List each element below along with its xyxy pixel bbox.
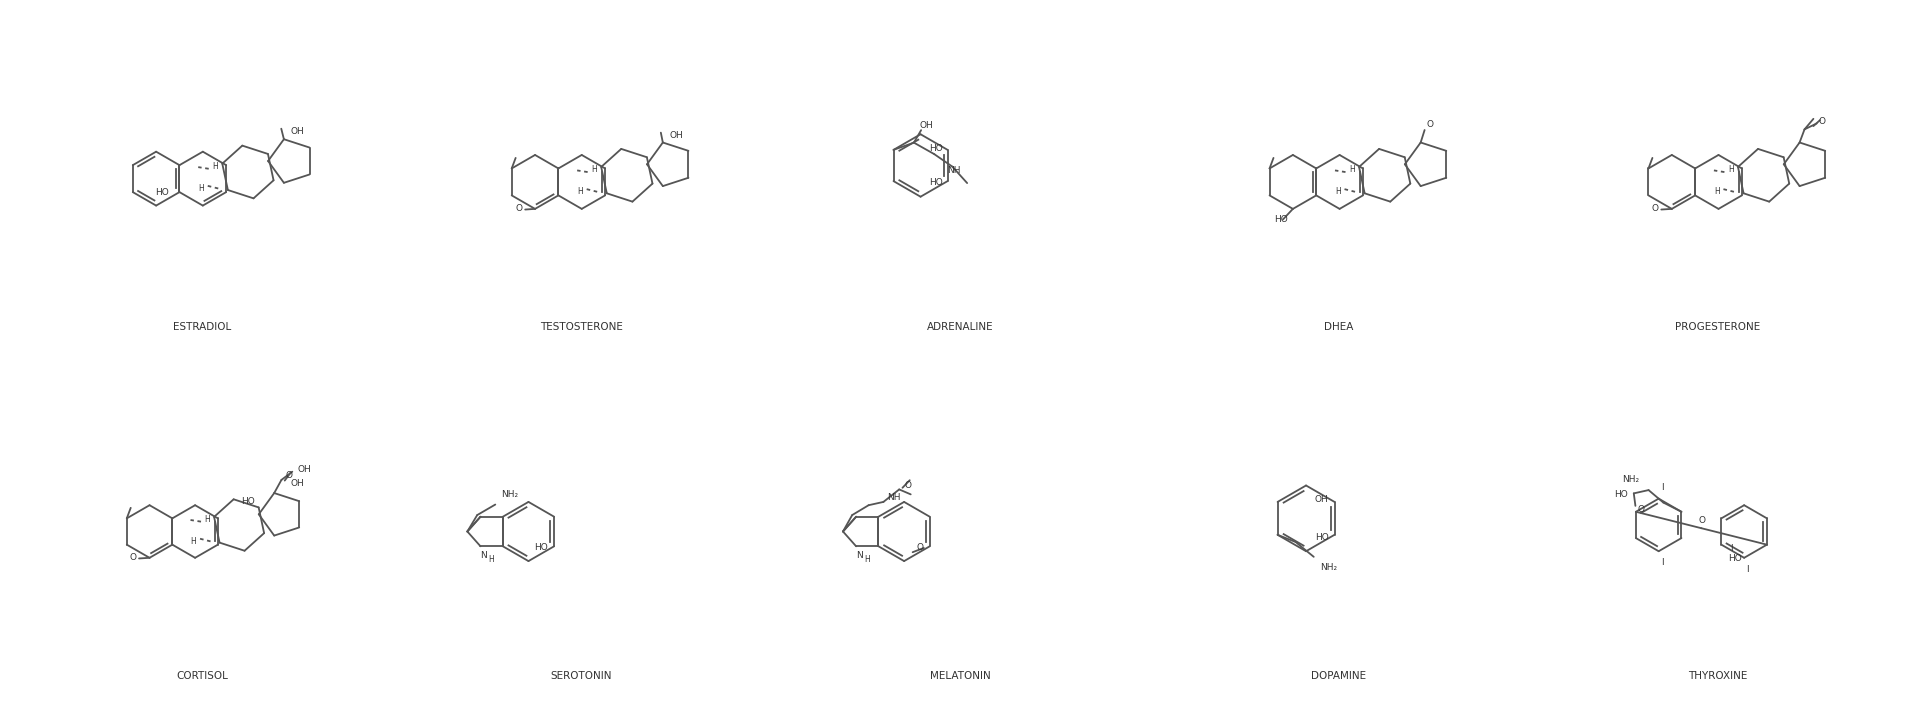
Text: H: H [1715, 187, 1720, 196]
Text: H: H [213, 162, 219, 171]
Text: OH: OH [290, 480, 305, 488]
Text: OH: OH [1315, 495, 1329, 504]
Text: SEROTONIN: SEROTONIN [551, 671, 612, 681]
Text: O: O [1699, 516, 1705, 526]
Text: NH: NH [947, 166, 960, 175]
Text: O: O [1427, 120, 1434, 130]
Text: H: H [198, 184, 204, 193]
Text: H: H [1350, 166, 1356, 174]
Text: O: O [131, 553, 136, 562]
Text: PROGESTERONE: PROGESTERONE [1676, 322, 1761, 331]
Text: CORTISOL: CORTISOL [177, 671, 228, 681]
Text: H: H [1728, 166, 1734, 174]
Text: O: O [1638, 505, 1645, 514]
Text: I: I [1661, 558, 1663, 567]
Text: OH: OH [670, 131, 684, 140]
Text: THYROXINE: THYROXINE [1688, 671, 1747, 681]
Text: ADRENALINE: ADRENALINE [927, 322, 993, 331]
Text: NH₂: NH₂ [501, 490, 518, 498]
Text: O: O [1818, 117, 1826, 126]
Text: DHEA: DHEA [1325, 322, 1354, 331]
Text: NH₂: NH₂ [1622, 475, 1640, 484]
Text: HO: HO [1275, 215, 1288, 224]
Text: HO: HO [929, 179, 943, 187]
Text: N: N [856, 551, 862, 560]
Text: HO: HO [929, 144, 943, 153]
Text: N: N [480, 551, 488, 560]
Text: ESTRADIOL: ESTRADIOL [173, 322, 230, 331]
Text: H: H [578, 187, 584, 196]
Text: OH: OH [920, 121, 933, 130]
Text: O: O [904, 481, 912, 490]
Text: HO: HO [1615, 490, 1628, 498]
Text: I: I [1745, 564, 1749, 574]
Text: TESTOSTERONE: TESTOSTERONE [540, 322, 622, 331]
Text: O: O [918, 544, 924, 552]
Text: HO: HO [156, 188, 169, 197]
Text: OH: OH [290, 127, 303, 137]
Text: H: H [205, 515, 211, 524]
Text: H: H [864, 555, 870, 564]
Text: H: H [488, 555, 493, 564]
Text: H: H [1334, 187, 1340, 196]
Text: I: I [1730, 544, 1734, 553]
Text: H: H [190, 536, 196, 546]
Text: O: O [516, 204, 522, 213]
Text: HO: HO [534, 544, 549, 552]
Text: MELATONIN: MELATONIN [929, 671, 991, 681]
Text: DOPAMINE: DOPAMINE [1311, 671, 1367, 681]
Text: H: H [591, 166, 597, 174]
Text: HO: HO [1728, 554, 1741, 563]
Text: O: O [1651, 204, 1659, 213]
Text: HO: HO [1315, 533, 1329, 542]
Text: I: I [1661, 482, 1663, 492]
Text: OH: OH [298, 465, 311, 474]
Text: O: O [286, 472, 292, 480]
Text: HO: HO [240, 497, 255, 506]
Text: NH₂: NH₂ [1319, 563, 1336, 572]
Text: NH: NH [887, 493, 900, 503]
